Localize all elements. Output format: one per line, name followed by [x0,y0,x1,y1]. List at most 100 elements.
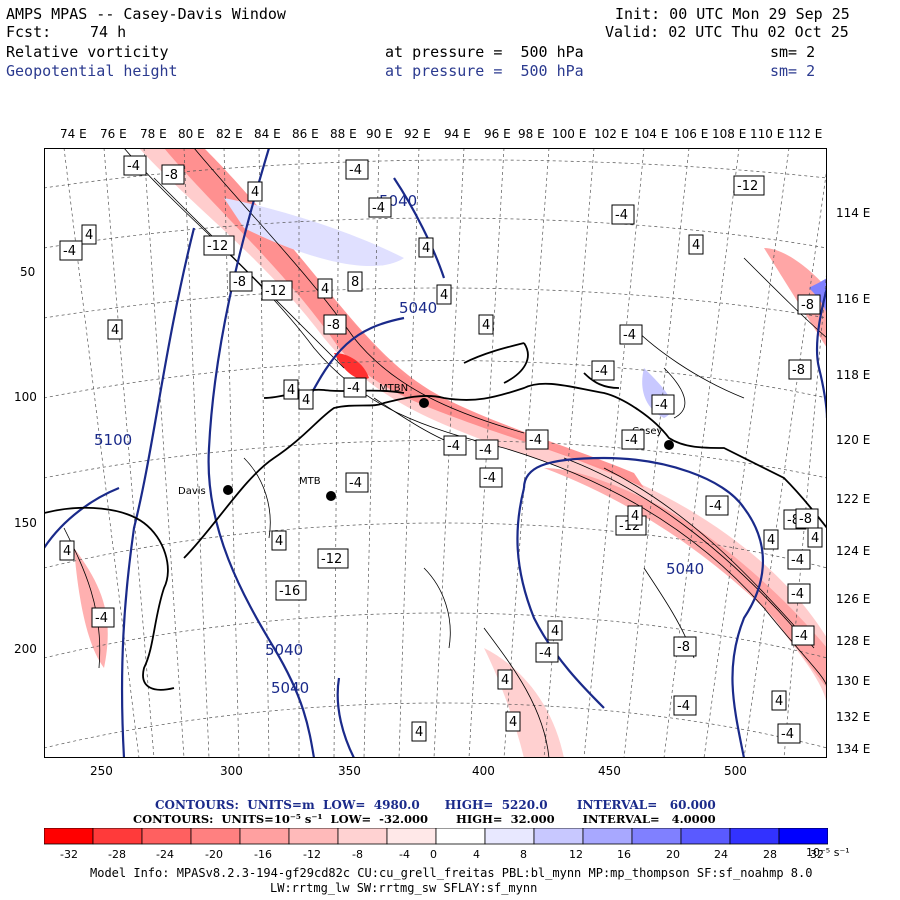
top-lon-label: 86 E [292,127,319,141]
y-tick-label: 100 [14,390,37,404]
vorticity-label: 4 [298,389,314,410]
top-lon-label: 78 E [140,127,167,141]
vorticity-label: 4 [436,284,452,305]
colorbar-tick: -12 [303,848,321,861]
top-lon-label: 106 E [674,127,709,141]
vorticity-label: -8 [323,314,347,335]
colorbar-tick: 8 [520,848,527,861]
vorticity-label: -4 [123,155,147,176]
svg-text:-4: -4 [349,163,362,178]
vorticity-label: -4 [59,240,83,261]
colorbar [44,828,828,845]
svg-text:-4: -4 [347,381,360,396]
vorticity-label: 4 [478,314,494,335]
vorticity-label: -4 [791,625,815,646]
svg-text:-12: -12 [321,552,342,567]
svg-text:4: 4 [287,383,295,398]
right-lon-label: 128 E [836,634,871,648]
vorticity-label: -4 [787,549,811,570]
height-label: 5100 [94,431,132,449]
colorbar-swatch [533,828,584,845]
svg-text:4: 4 [509,715,517,730]
colorbar-swatch [729,828,780,845]
svg-text:4: 4 [692,238,700,253]
svg-text:4: 4 [775,694,783,709]
vorticity-label: 4 [81,224,97,245]
vorticity-band-core [164,148,644,488]
map-plot: Davis MTB MTBN Casey 5040 5040 5100 5040 504… [44,148,827,758]
vorticity-label: -8 [229,271,253,292]
svg-text:-4: -4 [709,499,722,514]
vorticity-label: 4 [418,237,434,258]
vorticity-label: -8 [673,636,697,657]
svg-text:-12: -12 [207,239,228,254]
colorbar-swatch [44,828,94,845]
vorticity-label: 4 [505,711,521,732]
top-lon-label: 108 E [712,127,747,141]
vorticity-label: -12 [261,280,293,301]
field2-level: at pressure = 500 hPa [385,62,584,80]
colorbar-tick: -28 [108,848,126,861]
svg-text:4: 4 [551,624,559,639]
y-tick-label: 200 [14,642,37,656]
svg-text:-8: -8 [799,512,812,527]
svg-text:4: 4 [440,288,448,303]
field2-name: Geopotential height [6,62,178,80]
field1-name: Relative vorticity [6,43,169,61]
vorticity-label: 4 [271,530,287,551]
svg-text:-4: -4 [63,244,76,259]
station-mtbn-label: MTBN [379,383,408,394]
vorticity-label: -8 [788,359,812,380]
svg-text:-16: -16 [279,584,300,599]
vorticity-label: -12 [317,548,349,569]
svg-text:4: 4 [275,534,283,549]
right-lon-label: 114 E [836,206,871,220]
header-init: Init: 00 UTC Mon 29 Sep 25 [615,5,850,23]
svg-text:4: 4 [251,185,259,200]
x-tick-label: 350 [338,764,361,778]
colorbar-units: 10⁻⁵ s⁻¹ [806,846,850,859]
right-lon-label: 120 E [836,433,871,447]
svg-text:4: 4 [811,531,819,546]
vorticity-label: -4 [475,439,499,460]
colorbar-swatch [141,828,192,845]
vorticity-label: 4 [317,278,333,299]
colorbar-swatch [778,828,828,845]
svg-text:-4: -4 [95,611,108,626]
vorticity-label: -4 [591,360,615,381]
top-lon-label: 82 E [216,127,243,141]
vorticity-label: 8 [347,271,363,292]
svg-text:4: 4 [422,241,430,256]
right-lon-label: 116 E [836,292,871,306]
svg-text:-4: -4 [539,646,552,661]
colorbar-tick: -8 [352,848,363,861]
vorticity-label: 4 [627,505,643,526]
svg-text:-4: -4 [625,433,638,448]
station-mtbn-marker [419,398,429,408]
svg-text:-8: -8 [792,363,805,378]
svg-text:-4: -4 [677,699,690,714]
vorticity-label: -4 [345,472,369,493]
colorbar-swatch [680,828,731,845]
top-lon-label: 112 E [788,127,823,141]
vorticity-label: -4 [91,607,115,628]
svg-text:-4: -4 [447,439,460,454]
header-title: AMPS MPAS -- Casey-Davis Window [6,5,286,23]
svg-text:-4: -4 [127,159,140,174]
header-fcst-label: Fcst: [6,23,52,41]
right-lon-label: 122 E [836,492,871,506]
vorticity-label: -8 [797,294,821,315]
negative-vorticity-n [224,198,404,267]
vorticity-hotspot [334,353,369,380]
vorticity-label: -4 [619,324,643,345]
field1-smooth: sm= 2 [770,43,816,61]
right-lon-label: 124 E [836,544,871,558]
svg-text:4: 4 [321,282,329,297]
height-label: 5040 [399,299,437,317]
field2-smooth: sm= 2 [770,62,816,80]
svg-text:-4: -4 [791,553,804,568]
vorticity-label: -4 [368,197,392,218]
svg-text:8: 8 [351,275,359,290]
top-lon-label: 100 E [552,127,587,141]
